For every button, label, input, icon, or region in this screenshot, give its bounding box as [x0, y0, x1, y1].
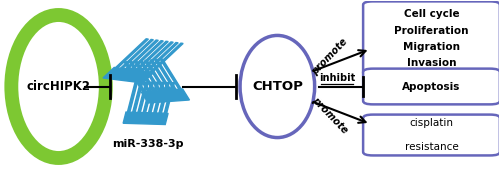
Bar — [154, 82, 164, 113]
Bar — [123, 112, 168, 125]
Text: Apoptosis: Apoptosis — [402, 81, 460, 92]
Bar — [140, 42, 173, 71]
Bar — [128, 82, 138, 112]
FancyBboxPatch shape — [363, 69, 500, 104]
Bar — [124, 62, 145, 92]
Text: Cell cycle: Cell cycle — [404, 9, 460, 19]
Bar — [146, 43, 178, 72]
Bar — [155, 60, 176, 90]
Text: resistance: resistance — [404, 142, 458, 152]
Bar — [134, 61, 156, 91]
Bar — [130, 41, 164, 70]
Bar — [132, 82, 143, 112]
Bar — [130, 61, 150, 92]
Bar — [145, 60, 166, 90]
Text: miR-338-3p: miR-338-3p — [112, 139, 184, 149]
Ellipse shape — [240, 35, 314, 138]
Bar — [120, 39, 154, 69]
Bar — [150, 60, 171, 90]
Bar — [160, 59, 181, 89]
Bar — [116, 39, 148, 68]
Text: inhibit: inhibit — [319, 73, 355, 83]
Bar — [143, 82, 154, 113]
FancyBboxPatch shape — [363, 1, 500, 76]
Bar — [164, 83, 174, 113]
Bar — [159, 83, 169, 113]
Text: promote: promote — [310, 37, 350, 78]
Text: Invasion: Invasion — [406, 58, 456, 68]
Text: CHTOP: CHTOP — [252, 80, 303, 93]
Text: Proliferation: Proliferation — [394, 26, 468, 36]
Text: cisplatin: cisplatin — [410, 118, 454, 128]
Bar — [148, 82, 158, 113]
Bar — [103, 67, 154, 83]
Ellipse shape — [12, 15, 106, 158]
Bar — [138, 82, 148, 112]
FancyBboxPatch shape — [363, 115, 500, 155]
Bar — [136, 41, 168, 70]
Bar — [126, 40, 158, 69]
Bar — [150, 43, 183, 72]
Bar — [142, 89, 190, 103]
Text: promote: promote — [310, 95, 350, 136]
Text: circHIPK2: circHIPK2 — [26, 80, 90, 93]
Bar — [140, 61, 160, 91]
Text: Migration: Migration — [403, 42, 460, 52]
